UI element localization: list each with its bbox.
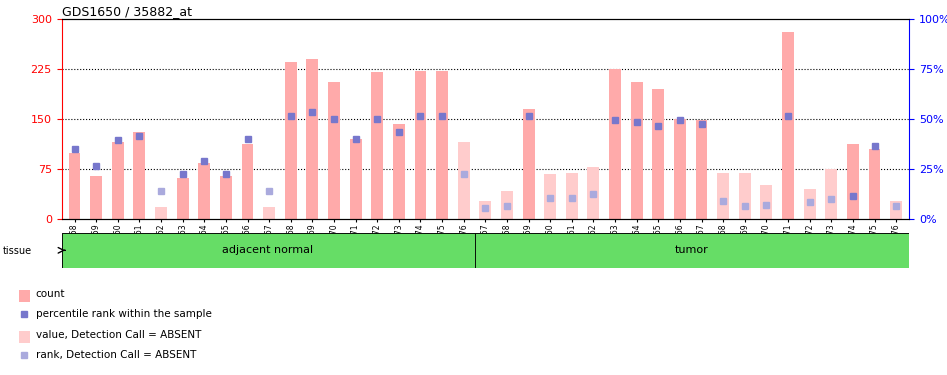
Text: GDS1650 / 35882_at: GDS1650 / 35882_at: [62, 4, 191, 18]
Bar: [739, 172, 751, 219]
Bar: [479, 201, 491, 219]
Bar: [523, 109, 534, 219]
Bar: [566, 172, 578, 219]
Bar: [652, 89, 664, 219]
Bar: [890, 201, 902, 219]
Bar: [134, 132, 145, 219]
Bar: [782, 32, 794, 219]
Bar: [587, 167, 599, 219]
Bar: [631, 82, 643, 219]
Bar: [474, 232, 909, 268]
Bar: [349, 139, 362, 219]
Bar: [545, 174, 556, 219]
Bar: [437, 71, 448, 219]
Bar: [457, 142, 470, 219]
Bar: [760, 184, 773, 219]
Bar: [241, 144, 254, 219]
Bar: [371, 72, 384, 219]
Bar: [177, 178, 188, 219]
Bar: [415, 71, 426, 219]
Bar: [112, 142, 124, 219]
Text: adjacent normal: adjacent normal: [223, 245, 313, 255]
Text: rank, Detection Call = ABSENT: rank, Detection Call = ABSENT: [36, 350, 196, 360]
Bar: [826, 169, 837, 219]
Bar: [263, 207, 275, 219]
Text: tumor: tumor: [675, 245, 708, 255]
Bar: [804, 189, 815, 219]
Text: percentile rank within the sample: percentile rank within the sample: [36, 309, 211, 320]
Bar: [90, 176, 102, 219]
Bar: [68, 153, 80, 219]
Bar: [62, 232, 474, 268]
Bar: [501, 191, 513, 219]
Bar: [285, 62, 296, 219]
Text: value, Detection Call = ABSENT: value, Detection Call = ABSENT: [36, 330, 201, 340]
Bar: [696, 120, 707, 219]
Bar: [847, 144, 859, 219]
Bar: [609, 69, 621, 219]
Bar: [155, 207, 167, 219]
Bar: [198, 162, 210, 219]
Bar: [19, 291, 30, 302]
Bar: [19, 331, 30, 343]
Text: count: count: [36, 289, 65, 299]
Bar: [717, 172, 729, 219]
Bar: [393, 124, 404, 219]
Bar: [328, 82, 340, 219]
Bar: [307, 59, 318, 219]
Text: tissue: tissue: [3, 246, 32, 255]
Bar: [674, 119, 686, 219]
Bar: [220, 176, 232, 219]
Bar: [868, 149, 881, 219]
